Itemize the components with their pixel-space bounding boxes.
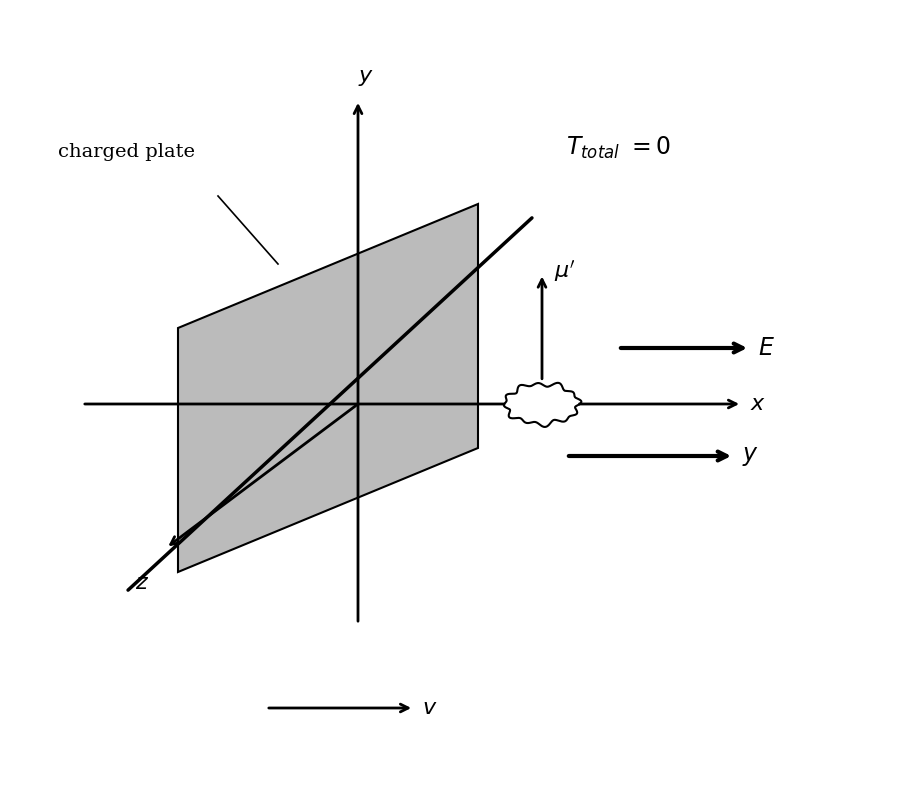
Text: $v$: $v$ [422, 697, 437, 719]
Text: $x$: $x$ [750, 393, 766, 415]
Text: charged plate: charged plate [58, 143, 195, 161]
Ellipse shape [505, 384, 579, 424]
Text: $y$: $y$ [358, 66, 374, 88]
Text: $z$: $z$ [135, 572, 149, 594]
Text: $T_{total}\ =0$: $T_{total}\ =0$ [566, 135, 671, 161]
Polygon shape [178, 204, 478, 572]
Text: $E$: $E$ [758, 337, 775, 359]
Text: $y$: $y$ [742, 445, 759, 467]
Text: $\mu'$: $\mu'$ [554, 258, 575, 284]
